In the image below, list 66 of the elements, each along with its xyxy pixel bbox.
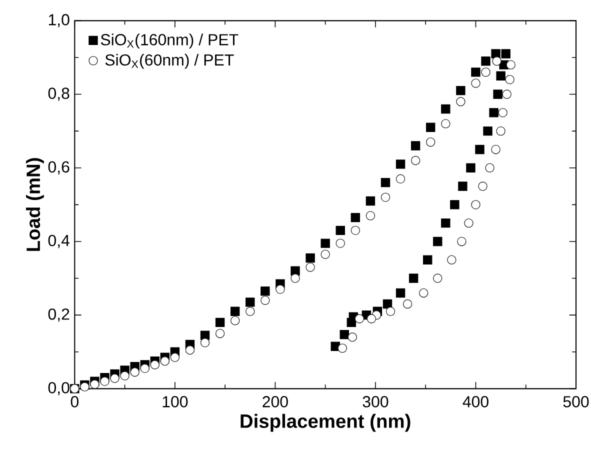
point — [458, 182, 468, 191]
point — [336, 226, 345, 236]
point — [366, 314, 376, 324]
point — [260, 286, 270, 296]
point — [496, 71, 506, 80]
point — [170, 352, 180, 362]
point — [396, 160, 406, 169]
point — [215, 318, 225, 328]
point — [423, 255, 432, 264]
y-tick-label: 1,0 — [48, 14, 70, 28]
x-tick-label: 500 — [563, 396, 589, 408]
point — [90, 380, 100, 389]
point — [441, 104, 450, 114]
point — [100, 376, 110, 386]
point — [475, 144, 484, 154]
point — [350, 212, 360, 222]
x-tick-label: 100 — [162, 396, 188, 408]
point — [120, 371, 130, 380]
y-tick-label: 0,2 — [48, 308, 70, 322]
point — [483, 126, 492, 136]
point — [110, 374, 120, 383]
point — [354, 314, 364, 324]
point — [320, 238, 330, 248]
point — [340, 330, 349, 340]
point — [396, 288, 406, 298]
point — [466, 163, 476, 172]
legend-label: SiO$_{X}$(60nm) / PET — [105, 54, 234, 69]
x-tick-label: 400 — [462, 396, 488, 408]
point — [450, 200, 460, 210]
point — [140, 364, 150, 374]
point — [501, 49, 510, 58]
point — [380, 178, 390, 188]
x-axis-title: Displacement (nm) — [240, 414, 410, 432]
y-axis-title: Load (mN) — [26, 158, 44, 251]
point — [410, 141, 420, 150]
point — [366, 196, 376, 206]
y-tick-label: 0,8 — [48, 88, 70, 101]
point — [130, 368, 140, 377]
y-tick-label: 0,0 — [48, 382, 70, 396]
point — [160, 356, 170, 366]
point — [481, 56, 490, 66]
point — [230, 306, 240, 316]
x-tick-label: 200 — [262, 396, 288, 408]
point — [290, 266, 300, 276]
point — [492, 56, 502, 66]
point — [433, 236, 442, 246]
point — [200, 330, 210, 340]
y-tick-label: 0,4 — [48, 234, 70, 248]
x-tick-label: 0 — [70, 396, 78, 408]
point — [493, 90, 502, 99]
point — [408, 274, 418, 283]
x-tick-label: 300 — [362, 396, 388, 408]
point — [441, 218, 450, 228]
point — [471, 68, 480, 77]
point — [456, 86, 466, 96]
point — [491, 49, 500, 58]
point — [150, 360, 160, 370]
legend-label: SiO$_{X}$(160nm) / PET — [100, 34, 238, 49]
point — [185, 345, 195, 355]
point — [276, 284, 285, 294]
point — [346, 318, 356, 328]
point — [489, 108, 498, 118]
y-tick-label: 0,6 — [48, 161, 70, 174]
point — [246, 298, 255, 307]
point — [306, 253, 315, 263]
point — [426, 122, 436, 132]
